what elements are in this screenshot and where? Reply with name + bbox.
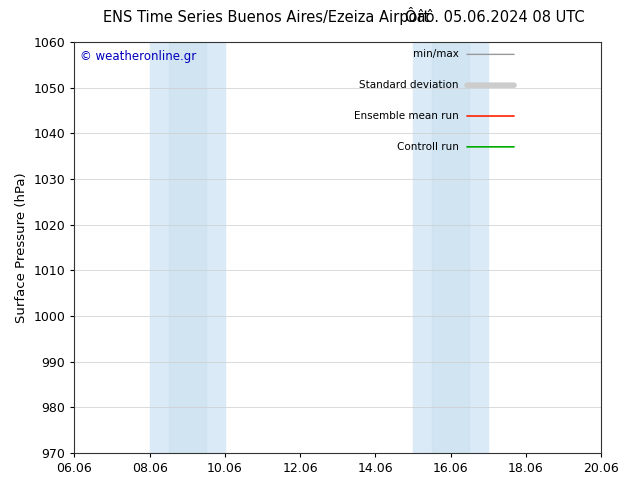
Text: © weatheronline.gr: © weatheronline.gr: [80, 50, 196, 63]
Text: min/max: min/max: [413, 49, 459, 59]
Bar: [432, 42, 469, 453]
Text: Standard deviation: Standard deviation: [359, 80, 459, 90]
Text: Ôâô. 05.06.2024 08 UTC: Ôâô. 05.06.2024 08 UTC: [404, 10, 585, 25]
Text: Controll run: Controll run: [397, 142, 459, 152]
Bar: [150, 42, 225, 453]
Y-axis label: Surface Pressure (hPa): Surface Pressure (hPa): [15, 172, 28, 323]
Bar: [413, 42, 488, 453]
Bar: [169, 42, 206, 453]
Text: Ensemble mean run: Ensemble mean run: [354, 111, 459, 121]
Text: ENS Time Series Buenos Aires/Ezeiza Airport: ENS Time Series Buenos Aires/Ezeiza Airp…: [103, 10, 429, 25]
